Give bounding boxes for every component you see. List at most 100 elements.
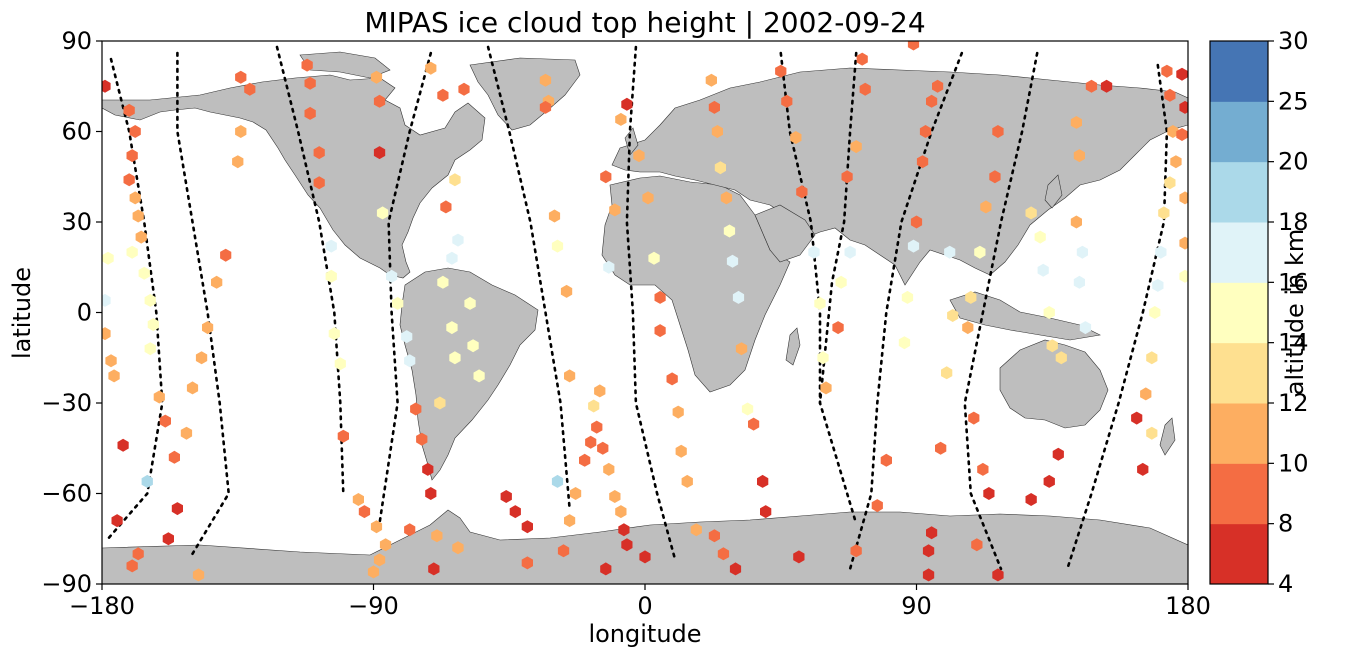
southeast-asia-islands [949, 291, 1101, 341]
orbit-track-3 [275, 45, 345, 495]
cloud-point [162, 532, 174, 546]
cloud-point [337, 429, 349, 443]
cloud-point [1155, 245, 1167, 259]
y-tick-label: 60 [61, 118, 92, 146]
cloud-point [509, 505, 521, 519]
cloud-point [1179, 236, 1188, 250]
cloud-point [856, 52, 868, 66]
cloud-point [1149, 306, 1161, 319]
colorbar-tick-label: 8 [1278, 510, 1293, 538]
cloud-point [926, 526, 938, 540]
orbit-track-1 [106, 57, 164, 541]
cloud-point [126, 559, 138, 573]
cloud-point [633, 149, 645, 163]
chart-title: MIPAS ice cloud top height | 2002-09-24 [364, 6, 925, 39]
new-zealand [1159, 417, 1176, 456]
cloud-point [1152, 278, 1164, 292]
cloud-point [814, 296, 826, 310]
cloud-point [195, 351, 208, 365]
south-america [399, 267, 539, 481]
cloud-point [947, 309, 959, 322]
cloud-point [437, 275, 449, 289]
cloud-point [551, 474, 564, 488]
colorbar-tick-label: 18 [1278, 208, 1309, 236]
cloud-point [910, 215, 923, 229]
cloud-point [977, 462, 989, 476]
x-tick-label: −90 [348, 592, 399, 620]
x-axis-ticks: −180 −90 0 90 180 [69, 584, 1211, 620]
colorbar-segment [1210, 222, 1268, 283]
cloud-point [539, 73, 552, 87]
orbit-track-9 [848, 51, 964, 571]
cloud-point [1070, 215, 1082, 229]
colorbar-tick-label: 16 [1278, 268, 1309, 296]
cloud-point [793, 550, 805, 564]
cloud-point [944, 245, 956, 259]
colorbar-tick-label: 4 [1278, 570, 1293, 598]
cloud-point [621, 538, 633, 552]
cloud-point [144, 293, 156, 307]
cloud-point [452, 233, 464, 247]
colorbar-tick-label: 20 [1278, 148, 1309, 176]
cloud-point [835, 275, 847, 289]
y-axis-label: latitude [8, 267, 36, 359]
cloud-point [1164, 88, 1176, 102]
orbit-track-11 [1066, 63, 1169, 571]
cloud-point [548, 209, 561, 223]
cloud-point [962, 321, 974, 335]
cloud-point [431, 529, 443, 543]
cloud-point [597, 441, 609, 455]
y-axis-ticks: 90 60 30 0 −30 −60 −90 [41, 27, 102, 598]
cloud-point [1037, 263, 1049, 277]
cloud-point [449, 351, 461, 365]
cloud-point [615, 505, 627, 519]
cloud-point [989, 170, 1001, 184]
cloud-point [926, 94, 938, 108]
cloud-point [141, 474, 153, 488]
cloud-point [232, 155, 244, 169]
cloud-point [473, 369, 485, 383]
cloud-point [790, 131, 802, 144]
cloud-point [123, 103, 135, 117]
cloud-point [180, 426, 193, 440]
x-tick-label: 90 [901, 592, 932, 620]
orbit-track-8 [818, 51, 858, 405]
cloud-point [711, 125, 723, 138]
cloud-point [844, 245, 856, 259]
cloud-point [138, 266, 150, 280]
cloud-point [1025, 206, 1037, 220]
cloud-point [760, 505, 772, 519]
cloud-point [386, 269, 398, 283]
cloud-point [159, 414, 171, 428]
cloud-point [1164, 176, 1176, 190]
cloud-point [748, 417, 760, 431]
cloud-points [102, 41, 1188, 582]
cloud-point [757, 474, 769, 488]
cloud-point [1055, 351, 1067, 365]
cloud-point [600, 170, 612, 184]
cloud-point [672, 405, 684, 419]
cloud-point [1100, 79, 1113, 93]
colorbar: 4 8 10 12 14 16 18 20 25 30 [1209, 27, 1309, 598]
cloud-point [859, 82, 871, 96]
cloud-point [1025, 493, 1037, 506]
y-tick-label: −30 [41, 389, 92, 417]
colorbar-segment [1210, 161, 1268, 223]
cloud-point [974, 245, 986, 259]
cloud-point [373, 553, 386, 567]
cloud-point [108, 369, 120, 383]
cloud-point [132, 209, 144, 223]
colorbar-segment [1210, 403, 1268, 464]
cloud-point [570, 487, 582, 500]
cloud-point [714, 161, 726, 175]
cloud-point [373, 94, 386, 108]
cloud-point [901, 290, 914, 304]
cloud-point [334, 357, 346, 371]
cloud-point [968, 411, 980, 425]
y-tick-label: −60 [41, 480, 92, 508]
cloud-point [117, 438, 129, 452]
colorbar-segment [1210, 101, 1268, 163]
cloud-point [1146, 351, 1158, 365]
cloud-point [708, 529, 720, 543]
cloud-point [358, 505, 371, 519]
